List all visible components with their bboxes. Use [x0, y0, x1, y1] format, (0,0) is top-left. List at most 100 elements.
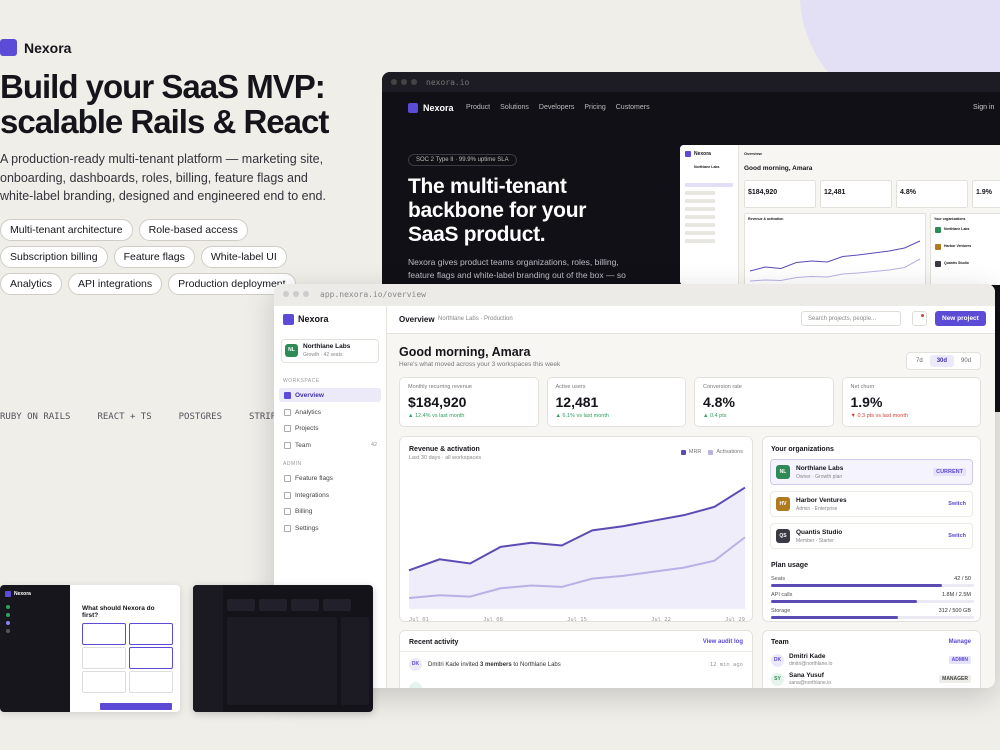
member-name: Sana Yusuf	[789, 672, 824, 679]
headline-line: Build your SaaS MVP:	[0, 68, 326, 105]
search-input[interactable]: Search projects, people...	[801, 311, 901, 326]
kpi-label: Active users	[555, 384, 586, 390]
logo-mark	[685, 151, 691, 157]
org-name: Northlane Labs	[944, 227, 970, 231]
range-option[interactable]: 7d	[916, 358, 923, 364]
nav-icon	[284, 425, 291, 433]
mini-nav	[685, 215, 715, 219]
range-option[interactable]: 90d	[961, 358, 972, 364]
notification-button[interactable]	[912, 311, 927, 326]
mini-nav	[685, 183, 733, 187]
card-title: Team	[771, 639, 789, 646]
nav-icon	[284, 392, 291, 399]
range-option[interactable]: 30d	[929, 355, 955, 367]
card-link[interactable]: Manage	[948, 639, 971, 645]
org-name: Northlane Labs	[796, 465, 844, 472]
thumb-sidebar	[0, 585, 70, 712]
thumb-title: What should Nexora do first?	[82, 605, 155, 619]
x-tick-label: Jul 22	[651, 617, 671, 622]
tag: Feature flags	[113, 246, 195, 268]
org-avatar: NL	[776, 465, 790, 479]
logo-text: Nexora	[298, 314, 329, 324]
usage-name: Seats	[771, 576, 786, 582]
nav-icon	[284, 474, 291, 482]
tag: API integrations	[68, 273, 163, 295]
nav-link[interactable]: Solutions	[500, 104, 529, 111]
stack-item: STRIPE	[249, 412, 282, 422]
nav-link[interactable]: Developers	[538, 104, 575, 111]
window-dot	[391, 79, 397, 85]
chart: Jul 01 Jul 08 Jul 15 Jul 22 Jul 29	[408, 486, 746, 622]
logo-text: Nexora	[694, 151, 711, 157]
x-tick-label: Jul 01	[409, 617, 429, 622]
url: app.nexora.io/overview	[320, 290, 426, 299]
tag: Multi-tenant architecture	[0, 219, 133, 241]
usage-name: Storage	[771, 608, 791, 614]
area	[409, 487, 745, 609]
page-title: Overview	[744, 151, 762, 156]
step-dot	[6, 613, 10, 617]
org-action[interactable]: Switch	[948, 501, 966, 507]
org-row[interactable]	[770, 491, 973, 517]
kpi-value: 12,481	[824, 189, 846, 196]
thumb-kpi	[323, 599, 351, 611]
card-title: Your organizations	[771, 446, 834, 453]
window-dot	[293, 291, 299, 297]
top-bar	[387, 306, 995, 334]
new-project-button[interactable]: New project	[935, 311, 986, 326]
kpi-card: Conversion rate 4.8% ▲ 0.4 pts	[694, 377, 834, 427]
tag-list: Multi-tenant architecture Role-based acce…	[0, 219, 335, 295]
mini-kpi	[820, 180, 892, 208]
org-row[interactable]	[770, 523, 973, 549]
nav-link[interactable]: Pricing	[584, 104, 606, 111]
breadcrumb: Northlane Labs · Production	[438, 316, 513, 322]
x-tick-label: Jul 29	[725, 617, 745, 622]
thumbnail-dark-dashboard	[193, 585, 373, 712]
org-name: Quantis Studio	[944, 261, 969, 265]
window-dot	[283, 291, 289, 297]
card-link[interactable]: View audit log	[702, 639, 743, 645]
nav-icon	[284, 508, 291, 516]
mini-nav	[685, 231, 715, 235]
org-action[interactable]: Switch	[948, 533, 966, 539]
greeting: Good morning, Amara	[744, 165, 813, 172]
org-action: CURRENT	[933, 468, 966, 476]
kpi-value: 1.9%	[850, 394, 883, 410]
thumb-sidebar	[193, 585, 223, 712]
org-row[interactable]	[770, 459, 973, 485]
org-name: Harbor Ventures	[796, 497, 847, 504]
nav-item[interactable]	[279, 388, 381, 402]
sign-in[interactable]: Sign in	[973, 104, 995, 111]
org-avatar	[935, 227, 941, 233]
kpi-row: Monthly recurring revenue $184,920 ▲ 12.4%…	[399, 377, 981, 427]
member-name: Dmitri Kade	[789, 653, 826, 660]
chart-title: Revenue & activation	[748, 217, 784, 221]
divider	[400, 651, 752, 652]
kpi-delta: ▲ 6.1% vs last month	[555, 413, 609, 419]
usage-name: API calls	[771, 592, 793, 598]
nav-icon	[284, 408, 291, 416]
org-name: Northlane Labs	[303, 343, 351, 350]
url: nexora.io	[426, 78, 470, 87]
usage-bar	[771, 600, 918, 603]
org-avatar: NL	[285, 344, 298, 357]
chart-title: Revenue & activation	[409, 446, 480, 453]
org-meta: Owner · Growth plan	[796, 474, 843, 480]
member-email: sana@northlane.io	[789, 680, 832, 686]
x-tick-label: Jul 15	[567, 617, 587, 622]
org-meta: Growth · 42 seats	[303, 352, 343, 358]
org-switcher[interactable]	[281, 339, 379, 363]
logo-mark	[0, 39, 17, 56]
step-dot	[6, 629, 10, 633]
notification-dot	[921, 314, 924, 317]
option	[82, 623, 126, 645]
chart-subtitle: Last 30 days · all workspaces	[409, 455, 482, 461]
org-meta: Admin · Enterprise	[796, 506, 838, 512]
line	[749, 240, 921, 272]
nav-link[interactable]: Customers	[615, 104, 650, 111]
thumb-kpi	[227, 599, 255, 611]
nav-label: Settings	[295, 524, 319, 532]
legend-swatch	[680, 449, 686, 455]
org-name: Quantis Studio	[796, 529, 843, 536]
nav-link[interactable]: Product	[466, 104, 491, 111]
